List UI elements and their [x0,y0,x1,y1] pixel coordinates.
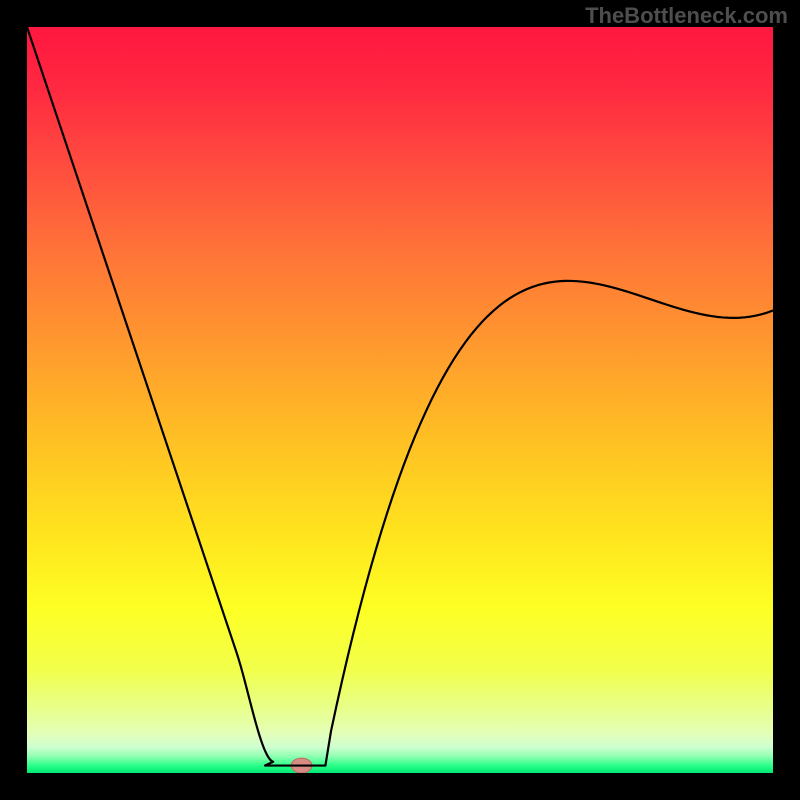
bottleneck-chart-svg [27,27,773,773]
chart-plot-area [27,27,773,773]
watermark-text: TheBottleneck.com [585,3,788,29]
chart-background [27,27,773,773]
